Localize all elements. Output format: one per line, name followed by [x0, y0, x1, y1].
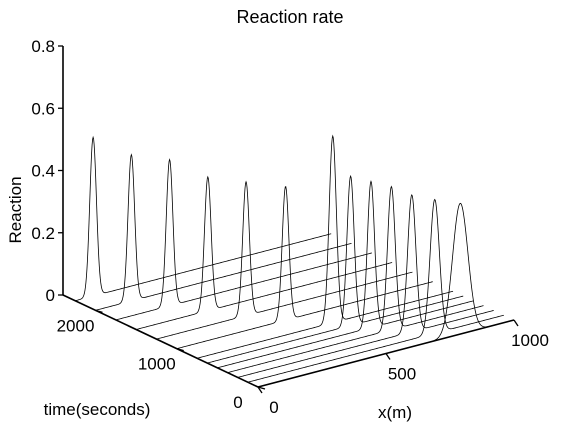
time-tick-mark — [176, 348, 184, 352]
y-tick-label: 1000 — [138, 355, 176, 374]
x-tick-label: 500 — [388, 365, 416, 384]
x-tick-mark — [257, 386, 263, 394]
series-curves — [75, 134, 515, 388]
y-tick-label: 2000 — [57, 316, 95, 335]
time-tick-mark — [257, 386, 266, 390]
z-tick-label: 0.4 — [31, 162, 55, 181]
series-line — [156, 180, 413, 340]
series-line — [196, 134, 454, 359]
z-tick-label: 0.2 — [31, 224, 55, 243]
time-tick-mark — [95, 309, 103, 313]
x-tick-label: 0 — [269, 398, 278, 417]
x-axis-label: x(m) — [378, 403, 412, 422]
series-line — [207, 174, 464, 364]
y-tick-label: 0 — [233, 393, 242, 412]
z-tick-label: 0.6 — [31, 99, 55, 118]
series-line — [75, 135, 332, 302]
x-tick-mark — [385, 353, 391, 360]
chart-title: Reaction rate — [236, 7, 343, 27]
series-line — [136, 175, 393, 330]
series-line — [227, 185, 484, 374]
series-line — [237, 193, 494, 378]
series-line — [217, 180, 474, 369]
x-tick-label: 1000 — [511, 331, 549, 350]
series-line — [247, 198, 504, 383]
series-line — [257, 202, 515, 388]
y-axis-label: time(seconds) — [44, 400, 151, 419]
z-tick-label: 0 — [46, 286, 55, 305]
series-line — [176, 186, 433, 350]
z-tick-label: 0.8 — [31, 37, 55, 56]
x-tick-mark — [513, 319, 519, 327]
series-line — [115, 158, 372, 321]
series-line — [95, 153, 352, 311]
z-axis-label: Reaction — [6, 176, 25, 243]
